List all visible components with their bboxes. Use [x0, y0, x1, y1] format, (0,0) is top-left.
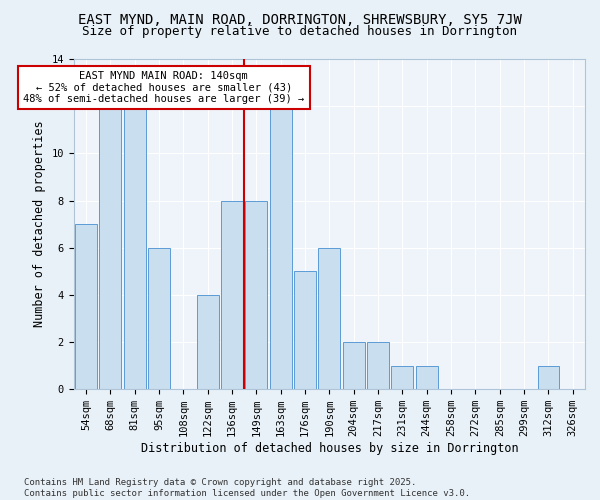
Bar — [221, 200, 243, 389]
Bar — [416, 366, 437, 389]
Bar — [319, 248, 340, 389]
Text: EAST MYND, MAIN ROAD, DORRINGTON, SHREWSBURY, SY5 7JW: EAST MYND, MAIN ROAD, DORRINGTON, SHREWS… — [78, 12, 522, 26]
X-axis label: Distribution of detached houses by size in Dorrington: Distribution of detached houses by size … — [140, 442, 518, 455]
Bar — [294, 272, 316, 389]
Bar — [197, 295, 218, 389]
Bar — [75, 224, 97, 389]
Bar — [245, 200, 267, 389]
Text: EAST MYND MAIN ROAD: 140sqm
← 52% of detached houses are smaller (43)
48% of sem: EAST MYND MAIN ROAD: 140sqm ← 52% of det… — [23, 71, 304, 104]
Bar — [269, 106, 292, 389]
Text: Contains HM Land Registry data © Crown copyright and database right 2025.
Contai: Contains HM Land Registry data © Crown c… — [24, 478, 470, 498]
Bar — [148, 248, 170, 389]
Bar — [538, 366, 559, 389]
Bar — [391, 366, 413, 389]
Text: Size of property relative to detached houses in Dorrington: Size of property relative to detached ho… — [83, 25, 517, 38]
Bar — [367, 342, 389, 389]
Y-axis label: Number of detached properties: Number of detached properties — [33, 121, 46, 328]
Bar — [99, 106, 121, 389]
Bar — [124, 106, 146, 389]
Bar — [343, 342, 365, 389]
